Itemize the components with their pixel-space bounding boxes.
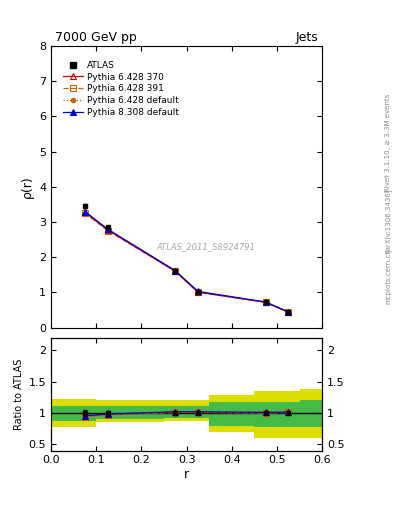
Pythia 6.428 default xyxy=(286,309,291,315)
X-axis label: r: r xyxy=(184,468,189,481)
Pythia 8.308 default xyxy=(263,299,268,305)
Pythia 6.428 370 xyxy=(196,289,200,295)
Text: 7000 GeV pp: 7000 GeV pp xyxy=(55,31,137,44)
Pythia 6.428 391 xyxy=(173,268,178,274)
Pythia 8.308 default xyxy=(286,309,291,315)
Text: [arXiv:1306.3436]: [arXiv:1306.3436] xyxy=(384,188,391,252)
Pythia 6.428 default xyxy=(83,210,87,217)
Pythia 8.308 default xyxy=(105,226,110,232)
Pythia 6.428 391 xyxy=(105,227,110,233)
Y-axis label: ρ(r): ρ(r) xyxy=(20,176,33,198)
Pythia 6.428 default xyxy=(263,299,268,305)
Pythia 6.428 370 xyxy=(286,309,291,315)
Pythia 6.428 391 xyxy=(83,210,87,217)
Pythia 6.428 370 xyxy=(173,268,178,274)
Line: Pythia 8.308 default: Pythia 8.308 default xyxy=(82,209,291,315)
Pythia 6.428 default xyxy=(173,268,178,274)
Text: Jets: Jets xyxy=(296,31,318,44)
Pythia 8.308 default xyxy=(196,288,200,294)
Pythia 6.428 default xyxy=(105,227,110,233)
Pythia 6.428 370 xyxy=(83,209,87,215)
Pythia 8.308 default xyxy=(83,208,87,215)
Line: Pythia 6.428 370: Pythia 6.428 370 xyxy=(82,209,291,315)
Pythia 6.428 default xyxy=(196,289,200,295)
Y-axis label: Ratio to ATLAS: Ratio to ATLAS xyxy=(15,358,24,430)
Pythia 6.428 391 xyxy=(263,299,268,305)
Pythia 6.428 391 xyxy=(286,309,291,315)
Text: ATLAS_2011_S8924791: ATLAS_2011_S8924791 xyxy=(156,242,255,251)
Pythia 6.428 370 xyxy=(263,299,268,305)
Line: Pythia 6.428 default: Pythia 6.428 default xyxy=(83,211,290,314)
Legend: ATLAS, Pythia 6.428 370, Pythia 6.428 391, Pythia 6.428 default, Pythia 8.308 de: ATLAS, Pythia 6.428 370, Pythia 6.428 39… xyxy=(61,59,181,118)
Text: Rivet 3.1.10, ≥ 3.3M events: Rivet 3.1.10, ≥ 3.3M events xyxy=(385,94,391,193)
Pythia 6.428 370 xyxy=(105,227,110,233)
Text: mcplots.cern.ch: mcplots.cern.ch xyxy=(385,248,391,305)
Pythia 6.428 391 xyxy=(196,289,200,295)
Line: Pythia 6.428 391: Pythia 6.428 391 xyxy=(82,210,291,315)
Pythia 8.308 default xyxy=(173,268,178,274)
